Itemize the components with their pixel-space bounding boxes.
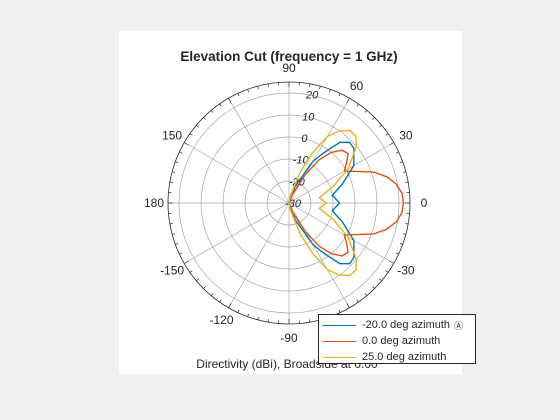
- angle-tick-mark: [379, 278, 382, 282]
- angle-tick-mark: [389, 142, 394, 146]
- series-line-3: [288, 129, 358, 277]
- angle-tick-mark: [196, 278, 199, 282]
- angle-tick-mark: [379, 124, 382, 128]
- legend-item-series-1[interactable]: -20.0 deg azimuth Ⓐ: [323, 317, 463, 333]
- angle-tick-mark: [405, 223, 409, 225]
- radial-tick-label: 20: [305, 90, 319, 102]
- angle-tick-mark: [189, 270, 193, 273]
- angle-tick-mark: [169, 181, 173, 183]
- angle-tick-mark: [389, 260, 394, 264]
- angle-spoke: [228, 98, 290, 204]
- legend-item-series-2[interactable]: 0.0 deg azimuth: [323, 333, 440, 349]
- legend-swatch-series-3: [323, 356, 356, 358]
- angle-tick-mark: [179, 151, 183, 154]
- angle-tick-mark: [184, 260, 189, 264]
- legend-item-series-3[interactable]: 25.0 deg azimuth: [323, 349, 446, 365]
- angle-tick-mark: [184, 142, 189, 146]
- angle-tick-mark: [179, 252, 183, 255]
- angle-spoke: [184, 142, 290, 204]
- angle-tick-mark: [247, 89, 249, 93]
- angle-tick-mark: [210, 293, 214, 296]
- angle-tick-mark: [346, 98, 350, 103]
- angle-tick-mark: [189, 133, 193, 136]
- angle-tick-mark: [385, 270, 389, 273]
- legend-gear-icon[interactable]: Ⓐ: [454, 320, 464, 331]
- angle-tick-mark: [372, 117, 375, 120]
- angle-spoke: [228, 202, 290, 308]
- angle-tick-mark: [356, 103, 359, 107]
- chart-title: Elevation Cut (frequency = 1 GHz): [180, 49, 397, 64]
- angle-tick-mark: [219, 103, 222, 107]
- angle-tick-label: -150: [160, 264, 184, 278]
- angle-tick-mark: [210, 110, 214, 113]
- angle-tick-mark: [257, 316, 259, 320]
- series-lines: [288, 129, 405, 277]
- angle-spoke: [288, 142, 394, 204]
- angle-tick-mark: [309, 319, 311, 323]
- angle-tick-mark: [175, 161, 179, 163]
- angle-tick-mark: [169, 223, 173, 225]
- angle-tick-mark: [319, 86, 321, 90]
- angle-tick-mark: [267, 83, 269, 87]
- angle-tick-mark: [405, 181, 409, 183]
- angle-tick-mark: [175, 243, 179, 245]
- angle-tick-mark: [257, 86, 259, 90]
- angle-tick-label: 150: [162, 129, 182, 143]
- angle-tick-mark: [402, 233, 406, 235]
- radial-tick-label: -30: [285, 198, 302, 210]
- angle-tick-mark: [228, 98, 232, 103]
- angle-tick-mark: [267, 319, 269, 323]
- angle-tick-label: 0: [421, 196, 428, 210]
- angle-tick-label: 180: [144, 196, 164, 210]
- angle-tick-mark: [399, 161, 403, 163]
- legend-swatch-series-2: [323, 340, 356, 342]
- angle-tick-mark: [385, 133, 389, 136]
- angle-tick-mark: [346, 303, 350, 308]
- angle-tick-label: -120: [209, 313, 233, 327]
- angle-tick-mark: [172, 233, 176, 235]
- angle-tick-mark: [203, 117, 206, 120]
- angle-tick-mark: [247, 313, 249, 317]
- figure-panel: -30 -20 -10 0 10 20 0 30 60 90 150 180 -150 -120 -90-…: [119, 31, 462, 374]
- angle-tick-mark: [402, 171, 406, 173]
- angle-tick-mark: [372, 286, 375, 289]
- angle-tick-mark: [329, 89, 331, 93]
- angle-tick-mark: [203, 286, 206, 289]
- angle-spoke: [288, 98, 350, 204]
- legend-label-series-2: 0.0 deg azimuth: [362, 335, 441, 347]
- angle-tick-mark: [196, 124, 199, 128]
- angle-spoke: [184, 202, 290, 264]
- legend-label-series-1: -20.0 deg azimuth: [362, 319, 451, 331]
- angle-tick-label: 30: [399, 129, 413, 143]
- angle-tick-mark: [309, 83, 311, 87]
- angle-tick-labels: 0 30 60 90 150 180 -150 -120 -90 -30: [144, 61, 428, 345]
- angle-tick-mark: [338, 93, 341, 97]
- angle-tick-label: -30: [397, 264, 415, 278]
- angle-tick-mark: [172, 171, 176, 173]
- radial-tick-label: 10: [302, 111, 315, 123]
- legend-swatch-series-1: [323, 324, 356, 326]
- angle-tick-mark: [237, 309, 240, 313]
- angle-tick-mark: [219, 299, 222, 303]
- angle-tick-mark: [395, 252, 399, 255]
- radial-tick-label: 0: [301, 133, 308, 145]
- angle-tick-mark: [364, 110, 368, 113]
- legend[interactable]: -20.0 deg azimuth Ⓐ 0.0 deg azimuth 25.0…: [318, 314, 476, 364]
- angle-tick-mark: [228, 303, 232, 308]
- angle-tick-label: -90: [280, 331, 298, 345]
- angle-tick-mark: [364, 293, 368, 296]
- angle-tick-mark: [237, 93, 240, 97]
- angle-tick-mark: [395, 151, 399, 154]
- angle-tick-mark: [356, 299, 359, 303]
- angle-spoke: [288, 202, 350, 308]
- legend-label-series-3: 25.0 deg azimuth: [362, 351, 447, 363]
- angle-tick-mark: [399, 243, 403, 245]
- angle-spoke: [288, 202, 394, 264]
- angle-tick-label: 60: [350, 79, 364, 93]
- angle-tick-label: 90: [282, 61, 296, 75]
- angle-tick-mark: [338, 309, 341, 313]
